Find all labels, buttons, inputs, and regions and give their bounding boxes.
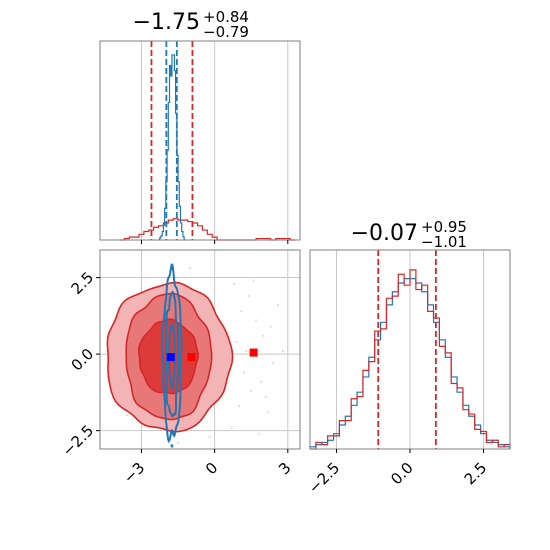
scatter-point: [235, 340, 238, 343]
scatter-point: [272, 362, 275, 365]
marginal-histogram-param1: −1.75 +0.84 −0.79: [99, 8, 301, 244]
x-tick-label: 2.5: [461, 459, 491, 489]
param1-title-sub: −0.79: [203, 23, 249, 41]
scatter-point: [247, 294, 250, 297]
scatter-point: [269, 325, 272, 328]
param1-title-main: −1.75: [133, 10, 200, 35]
scatter-point: [189, 267, 192, 270]
scatter-point: [238, 405, 241, 408]
scatter-point: [177, 441, 180, 444]
scatter-point: [233, 282, 236, 285]
x-tick-label: 0.0: [387, 459, 417, 489]
scatter-point: [250, 389, 253, 392]
panel-frame: [99, 40, 301, 241]
scatter-point: [255, 319, 258, 322]
scatter-point: [240, 310, 243, 313]
scatter-point: [125, 414, 128, 417]
marginal-histogram-param2: −2.5 0.0 2.5 −0.07 +0.95 −1.01: [305, 218, 511, 497]
y-tick-label: −2.5: [59, 421, 97, 459]
param2-title-sub: −1.01: [421, 233, 467, 251]
scatter-point: [230, 426, 233, 429]
x-tick-label: 0: [202, 459, 221, 478]
scatter-point: [245, 350, 248, 353]
param2-title-sup: +0.95: [421, 218, 467, 236]
marker-square: [166, 353, 175, 362]
scatter-point: [281, 350, 284, 353]
scatter-point: [277, 304, 280, 307]
blue-contour-level: [165, 290, 180, 418]
histogram-series-blue: [158, 54, 186, 241]
y-tick-label: 2.5: [68, 268, 98, 298]
scatter-point: [262, 334, 265, 337]
marker-square: [249, 348, 258, 357]
histogram-series-red: [119, 218, 296, 241]
param1-title-sup: +0.84: [203, 8, 249, 26]
marker-square: [187, 353, 196, 362]
scatter-point: [252, 279, 255, 282]
joint-contour-panel: −3 0 3 −2.5 0.0 2.5: [59, 249, 301, 487]
scatter-point: [208, 435, 211, 438]
scatter-point: [264, 395, 267, 398]
y-tick-label: 0.0: [68, 345, 98, 375]
blue-contour-level: [160, 263, 183, 444]
scatter-point: [259, 380, 262, 383]
x-tick-label: −2.5: [305, 459, 343, 497]
histogram-series-red: [310, 269, 511, 450]
scatter-point: [242, 371, 245, 374]
param2-title-main: −0.07: [351, 221, 418, 246]
scatter-point: [257, 432, 260, 435]
panel-frame: [99, 249, 301, 450]
x-tick-label: 3: [275, 459, 294, 478]
x-tick-label: −3: [120, 459, 148, 487]
scatter-point: [267, 411, 270, 414]
